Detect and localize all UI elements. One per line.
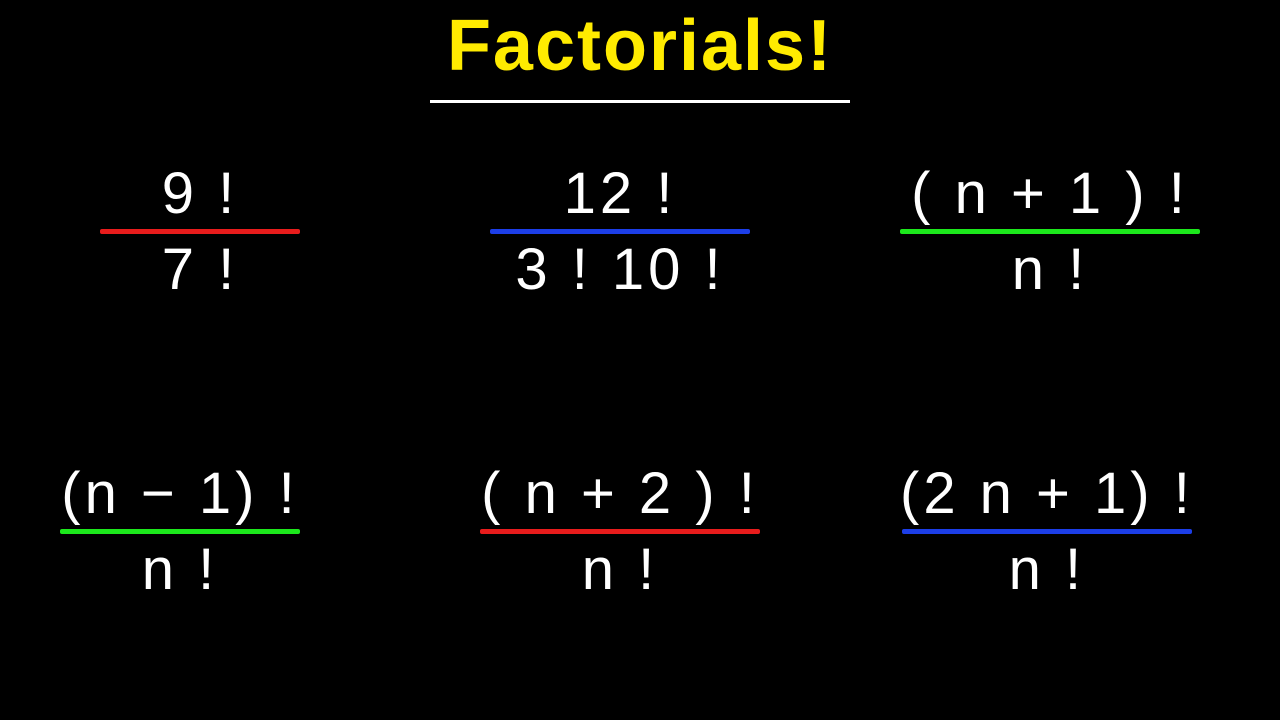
fraction-6: (2 n + 1) ! n !	[900, 460, 1194, 603]
fraction-2-numerator: 12 !	[564, 160, 677, 227]
fraction-3: ( n + 1 ) ! n !	[900, 160, 1200, 303]
fraction-1-bar	[100, 229, 300, 234]
fraction-5-numerator: ( n + 2 ) !	[481, 460, 759, 527]
fraction-3-numerator: ( n + 1 ) !	[911, 160, 1189, 227]
fraction-1: 9 ! 7 !	[100, 160, 300, 303]
fraction-3-denominator: n !	[1012, 236, 1089, 303]
fraction-2-denominator: 3 ! 10 !	[515, 236, 724, 303]
fraction-4-bar	[60, 529, 300, 534]
fraction-4-denominator: n !	[142, 536, 219, 603]
fraction-5-bar	[480, 529, 760, 534]
fraction-4: (n − 1) ! n !	[60, 460, 300, 603]
page-title: Factorials!	[447, 5, 833, 87]
fraction-1-numerator: 9 !	[162, 160, 239, 227]
fraction-4-numerator: (n − 1) !	[61, 460, 298, 527]
title-underline	[430, 100, 850, 103]
fraction-6-numerator: (2 n + 1) !	[900, 460, 1194, 527]
fraction-2: 12 ! 3 ! 10 !	[490, 160, 750, 303]
fraction-5: ( n + 2 ) ! n !	[480, 460, 760, 603]
fraction-3-bar	[900, 229, 1200, 234]
fraction-1-denominator: 7 !	[162, 236, 239, 303]
fraction-5-denominator: n !	[582, 536, 659, 603]
fraction-6-denominator: n !	[1009, 536, 1086, 603]
fraction-6-bar	[902, 529, 1192, 534]
fraction-2-bar	[490, 229, 750, 234]
